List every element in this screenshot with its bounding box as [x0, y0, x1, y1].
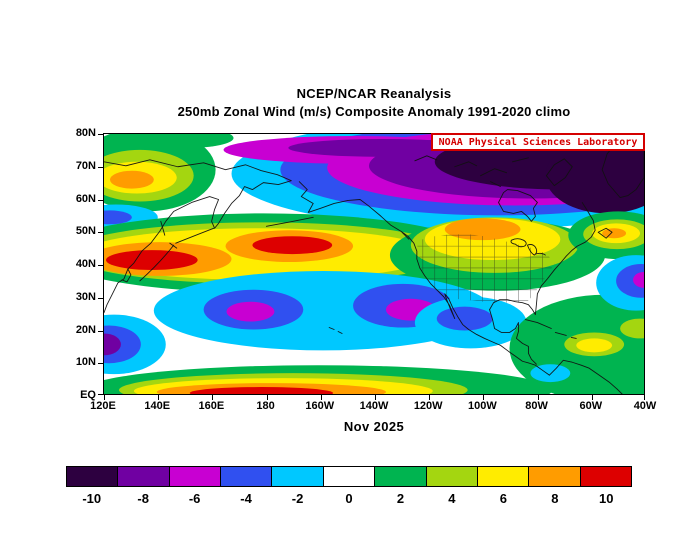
- lat-axis-label: 80N: [75, 127, 96, 139]
- lon-axis-label: 100W: [468, 400, 497, 412]
- colorbar-segment: [272, 467, 324, 486]
- lat-axis-label: 40N: [75, 258, 96, 270]
- colorbar-tick-label: 8: [551, 491, 559, 506]
- noaa-psl-badge: NOAA Physical Sciences Laboratory: [431, 133, 645, 151]
- lon-axis: 120E 140E 160E 180 160W 140W 120W 100W 80W 60W 40W: [90, 400, 656, 414]
- anomaly-map-svg: [104, 134, 644, 394]
- colorbar-tick-label: 10: [599, 491, 614, 506]
- colorbar: [66, 466, 632, 487]
- lat-axis-label: 30N: [75, 290, 96, 303]
- colorbar-segment: [323, 467, 376, 486]
- lat-axis-label: 10N: [75, 356, 96, 369]
- lat-axis: 80N 70N 60N 50N 40N 30N 20N 10N EQ: [58, 127, 98, 401]
- lon-axis-label: 140E: [144, 400, 171, 412]
- colorbar-tick-label: -6: [188, 491, 201, 506]
- colorbar-tick-label: -10: [82, 491, 102, 506]
- lon-axis-label: 160E: [198, 400, 225, 412]
- anomaly-field: [104, 134, 644, 394]
- colorbar-segment: [529, 467, 581, 486]
- lat-axis-label: 50N: [75, 225, 96, 238]
- plot-subtitle: 250mb Zonal Wind (m/s) Composite Anomaly…: [177, 104, 571, 119]
- colorbar-segment: [118, 467, 170, 486]
- colorbar-segment: [375, 467, 427, 486]
- lon-axis-label: 40W: [633, 400, 657, 412]
- lon-axis-label: 120W: [413, 400, 443, 412]
- lat-axis-label: 20N: [75, 323, 96, 336]
- colorbar-tick-label: -8: [137, 491, 149, 506]
- plot-title: NCEP/NCAR Reanalysis: [296, 86, 452, 101]
- lon-axis-label: 80W: [525, 400, 548, 412]
- date-caption: Nov 2025: [343, 419, 405, 434]
- colorbar-segment: [67, 467, 119, 486]
- colorbar-tick-label: 6: [499, 491, 507, 506]
- colorbar-segment: [169, 467, 222, 486]
- map-frame: NOAA Physical Sciences Laboratory: [98, 133, 645, 400]
- us-state-grid: [416, 234, 555, 303]
- colorbar-segment: [426, 467, 478, 486]
- noaa-psl-badge-text: NOAA Physical Sciences Laboratory: [438, 136, 638, 148]
- lon-axis-label: 160W: [305, 400, 335, 412]
- colorbar-segment: [477, 467, 530, 486]
- lon-axis-label: 60W: [579, 400, 603, 412]
- colorbar-tick-label: 4: [448, 491, 456, 506]
- lat-tick: [98, 394, 104, 395]
- lat-axis-label: 70N: [75, 159, 96, 172]
- colorbar-tick-label: -2: [291, 491, 304, 506]
- colorbar-tick-label: 0: [345, 491, 353, 506]
- coastlines: [104, 135, 644, 394]
- lat-axis-label: 60N: [75, 192, 96, 205]
- colorbar-segment: [580, 467, 631, 486]
- lon-axis-label: 140W: [359, 400, 389, 412]
- lon-axis-label: 120E: [90, 400, 116, 412]
- colorbar-segment: [221, 467, 273, 486]
- lat-axis-label: EQ: [80, 389, 96, 401]
- colorbar-tick-label: 2: [396, 491, 405, 506]
- colorbar-tick-label: -4: [240, 491, 252, 506]
- map-area: [104, 134, 644, 394]
- colorbar-labels: -10 -8 -6 -4 -2 0 2 4 6 8 10: [66, 491, 632, 506]
- lon-axis-label: 180: [256, 400, 275, 412]
